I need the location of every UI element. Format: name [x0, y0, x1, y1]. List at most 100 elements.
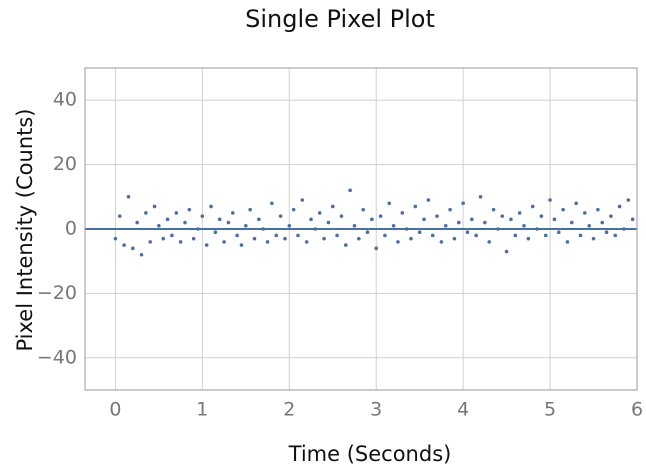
data-point	[565, 240, 570, 244]
data-point	[257, 217, 261, 222]
data-point	[465, 230, 470, 235]
data-point	[626, 198, 631, 202]
data-point	[191, 236, 196, 241]
data-point	[578, 233, 583, 238]
data-point	[144, 211, 148, 215]
data-point	[391, 223, 396, 228]
data-point	[330, 204, 335, 209]
data-point	[217, 217, 222, 222]
data-point	[487, 240, 492, 244]
y-tick-label: 40	[53, 89, 77, 111]
data-point	[600, 220, 605, 225]
data-point	[309, 217, 313, 222]
x-axis-label: Time (Seconds)	[288, 442, 452, 466]
data-point	[317, 211, 322, 215]
data-point	[270, 201, 274, 206]
data-point	[383, 233, 387, 238]
data-point	[178, 240, 183, 244]
x-tick-label: 0	[109, 399, 121, 421]
data-point	[313, 227, 318, 231]
data-point	[300, 198, 305, 202]
data-point	[396, 240, 400, 244]
data-point	[165, 217, 170, 222]
data-point	[556, 230, 561, 235]
marks	[85, 188, 637, 257]
data-point	[322, 236, 326, 241]
data-point	[387, 201, 392, 206]
data-point	[113, 236, 118, 241]
data-point	[530, 204, 535, 209]
x-tick-label: 1	[196, 399, 208, 421]
data-point	[491, 207, 496, 212]
data-point	[209, 204, 213, 209]
data-point	[148, 240, 152, 244]
data-point	[522, 223, 526, 228]
data-point	[335, 233, 339, 238]
x-tick-label: 2	[283, 399, 295, 421]
data-point	[604, 230, 609, 235]
data-point	[170, 233, 174, 238]
data-point	[430, 233, 435, 238]
x-tick-label: 5	[544, 399, 556, 421]
data-point	[574, 201, 578, 206]
data-point	[296, 233, 300, 238]
data-point	[439, 240, 444, 244]
chart-title: Single Pixel Plot	[245, 5, 435, 33]
data-point	[461, 201, 465, 206]
data-point	[483, 220, 487, 225]
data-point	[204, 243, 209, 247]
data-point	[417, 230, 422, 235]
data-point	[452, 236, 457, 241]
x-tick-label: 3	[370, 399, 382, 421]
data-point	[339, 214, 344, 218]
data-point	[352, 223, 357, 228]
data-point	[230, 211, 235, 215]
data-point	[378, 214, 383, 218]
y-axis-label: Pixel Intensity (Counts)	[13, 108, 37, 351]
data-point	[361, 207, 365, 212]
data-point	[278, 214, 283, 218]
data-point	[239, 243, 244, 247]
data-point	[357, 236, 361, 241]
data-point	[343, 243, 348, 247]
data-point	[630, 217, 635, 222]
data-point	[613, 233, 618, 238]
data-point	[187, 207, 192, 212]
data-point	[426, 198, 431, 202]
data-point	[226, 220, 231, 225]
data-point	[435, 214, 439, 218]
data-point	[474, 233, 478, 238]
data-point	[422, 217, 426, 222]
data-point	[552, 217, 557, 222]
data-point	[183, 220, 187, 225]
data-point	[539, 214, 544, 218]
data-point	[126, 195, 131, 199]
data-point	[291, 207, 296, 212]
data-point	[500, 214, 505, 218]
data-point	[261, 227, 266, 231]
data-point	[456, 220, 461, 225]
data-point	[517, 211, 522, 215]
y-tick-label: −20	[37, 282, 77, 304]
data-point	[509, 217, 513, 222]
data-point	[617, 204, 622, 209]
data-point	[365, 230, 370, 235]
data-point	[174, 211, 179, 215]
data-point	[478, 195, 483, 199]
data-point	[152, 204, 157, 209]
y-tick-label: 20	[53, 153, 77, 175]
data-point	[526, 236, 531, 241]
data-point	[304, 240, 309, 244]
data-point	[470, 217, 474, 222]
data-point	[609, 214, 613, 218]
y-tick-label: −40	[37, 346, 77, 368]
data-point	[222, 240, 226, 244]
data-point	[252, 236, 257, 241]
x-tick-label: 4	[457, 399, 469, 421]
data-point	[200, 214, 205, 218]
data-point	[400, 211, 405, 215]
x-tick-label: 6	[631, 399, 643, 421]
data-point	[413, 204, 418, 209]
